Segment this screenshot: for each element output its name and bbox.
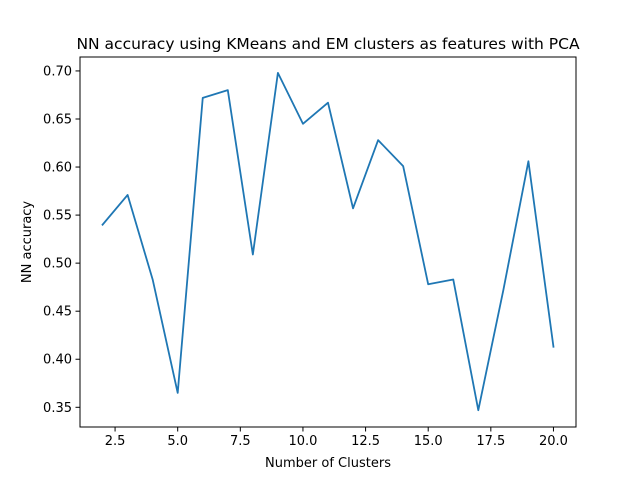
x-axis-title: Number of Clusters	[265, 456, 391, 471]
y-axis-title: NN accuracy	[20, 201, 35, 284]
axes-frame	[79, 56, 577, 428]
y-tick-label: 0.70	[43, 64, 72, 79]
x-tick-label: 5.0	[167, 434, 188, 449]
x-tick-label: 2.5	[105, 434, 126, 449]
y-tick-label: 0.35	[43, 401, 72, 416]
y-tick-label: 0.40	[43, 353, 72, 368]
x-tick-label: 17.5	[476, 434, 505, 449]
plot-area: 2.5 5.0 7.5 10.0 12.5 15.0 17.5 20.0 0.35 0.40 0.4…	[43, 56, 577, 449]
y-tick-label: 0.50	[43, 257, 72, 272]
y-tick-label: 0.65	[43, 112, 72, 127]
series-line	[101, 71, 555, 412]
x-tick-label: 12.5	[351, 434, 380, 449]
y-tick-label: 0.60	[43, 161, 72, 176]
chart-title: NN accuracy using KMeans and EM clusters…	[76, 35, 580, 53]
y-tick-label: 0.55	[43, 209, 72, 224]
x-tick-label: 20.0	[539, 434, 568, 449]
x-tick-label: 15.0	[414, 434, 443, 449]
x-tick-label: 10.0	[288, 434, 317, 449]
x-tick-label: 7.5	[230, 434, 251, 449]
y-tick-label: 0.45	[43, 305, 72, 320]
